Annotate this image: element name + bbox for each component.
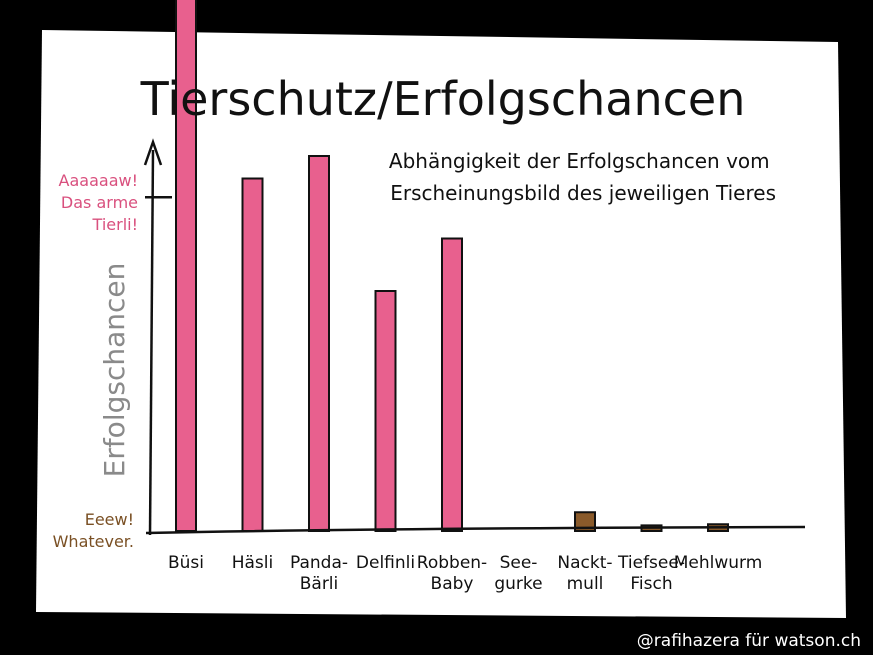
bar-4 xyxy=(441,237,463,532)
x-tick-label-8: Mehlwurm xyxy=(674,553,763,573)
x-tick-label-line: See- xyxy=(500,553,538,573)
chart-subtitle: Abhängigkeit der Erfolgschancen vom Ersc… xyxy=(389,149,776,205)
bar-0 xyxy=(175,0,197,532)
x-tick-label-line: Nackt- xyxy=(557,553,612,573)
x-tick-label-line: Tiefsee- xyxy=(617,553,685,573)
credit-text: @rafihazera für watson.ch xyxy=(636,631,861,651)
x-axis xyxy=(145,525,806,535)
x-tick-label-line: Mehlwurm xyxy=(674,553,763,573)
x-tick-label-line: Häsli xyxy=(232,553,274,573)
x-tick-label-line: Fisch xyxy=(630,574,672,594)
x-tick-label-6: Nackt-mull xyxy=(557,553,612,594)
y-tick-label-line: Das arme xyxy=(61,193,138,212)
x-tick-label-line: Delfinli xyxy=(356,553,415,573)
bars-group xyxy=(175,0,729,532)
x-tick-label-line: Bärli xyxy=(300,574,339,594)
bar-3 xyxy=(374,290,397,532)
subtitle-line-1: Abhängigkeit der Erfolgschancen vom xyxy=(389,149,770,173)
x-tick-label-1: Häsli xyxy=(232,553,274,573)
y-tick-label-top: Aaaaaaw! Das arme Tierli! xyxy=(59,171,138,234)
y-tick-label-bottom: Eeew! Whatever. xyxy=(53,510,134,551)
y-tick-label-line: Eeew! xyxy=(85,510,134,529)
x-tick-label-0: Büsi xyxy=(168,553,204,573)
x-tick-label-line: mull xyxy=(567,574,604,594)
y-axis-title: Erfolgschancen xyxy=(98,263,131,478)
y-tick-label-line: Aaaaaaw! xyxy=(59,171,138,190)
subtitle-line-2: Erscheinungsbild des jeweiligen Tieres xyxy=(390,181,776,205)
x-tick-label-5: See-gurke xyxy=(494,553,542,594)
x-tick-label-3: Delfinli xyxy=(356,553,415,573)
chart-title: Tierschutz/Erfolgschancen xyxy=(140,72,746,126)
x-tick-label-2: Panda-Bärli xyxy=(290,553,348,594)
bar-2 xyxy=(308,155,330,532)
x-tick-label-7: Tiefsee-Fisch xyxy=(617,553,685,594)
bar-1 xyxy=(241,177,264,532)
y-tick-label-line: Tierli! xyxy=(92,215,138,234)
y-tick-labels: Eeew! Whatever. Aaaaaaw! Das arme Tierli! xyxy=(53,171,138,551)
x-tick-label-4: Robben-Baby xyxy=(417,553,487,594)
x-tick-label-line: Panda- xyxy=(290,553,348,573)
y-axis xyxy=(148,149,155,536)
x-tick-label-line: Robben- xyxy=(417,553,487,573)
y-axis-arrow-icon xyxy=(143,138,163,166)
x-tick-label-line: Büsi xyxy=(168,553,204,573)
bar-6 xyxy=(574,511,596,532)
y-tick-label-line: Whatever. xyxy=(53,532,134,551)
x-tick-label-line: gurke xyxy=(494,574,542,594)
x-tick-label-line: Baby xyxy=(431,574,474,594)
